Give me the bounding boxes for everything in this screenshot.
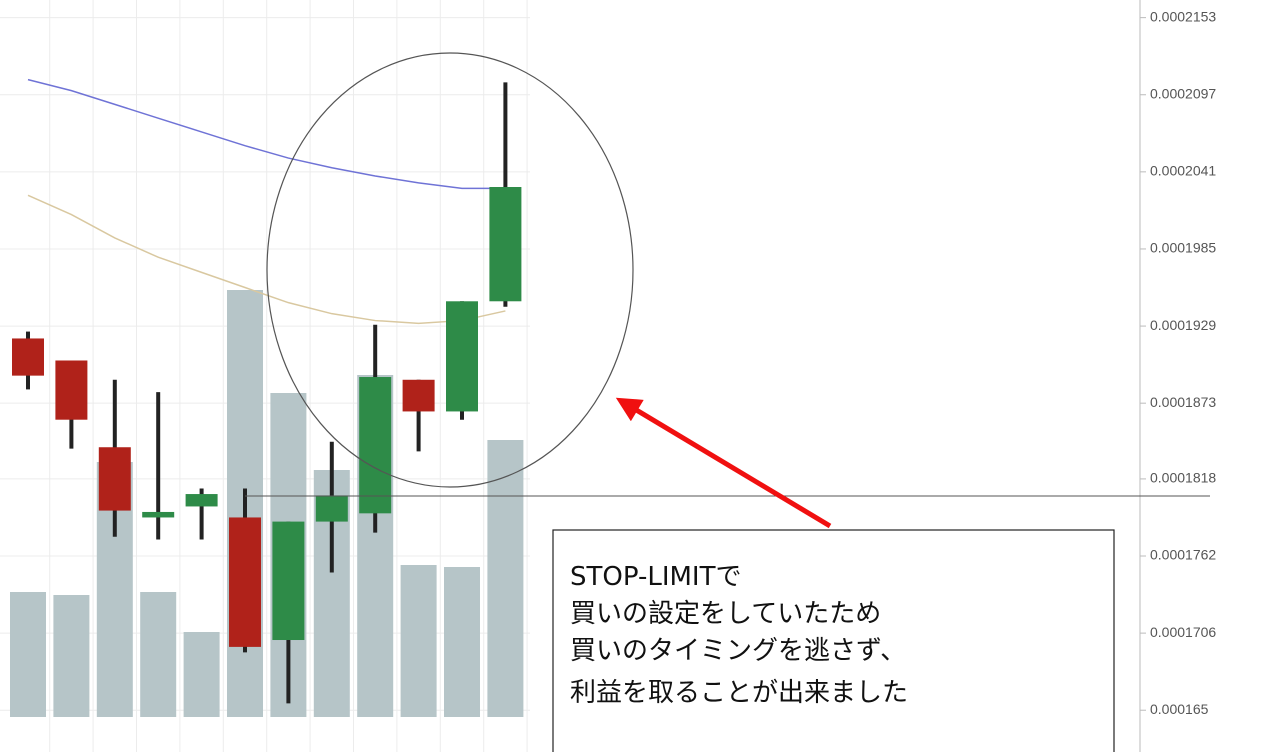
y-tick-label: 0.0001762 [1150,547,1216,563]
candle-body [272,521,305,641]
arrow [615,397,832,529]
volume-bar [140,592,177,717]
highlight-ellipse [266,52,634,488]
candle-body [489,187,522,302]
y-tick-label: 0.0002041 [1150,163,1216,179]
annotation-line: 買いのタイミングを逃さず、 [570,636,906,666]
annotation-box [552,529,1115,752]
volume-bar [183,632,220,717]
annotation-line: 買いの設定をしていたため [570,599,881,629]
candle-body [98,447,131,511]
annotation-line: STOP-LIMITで [570,562,741,592]
candle-body [315,495,348,522]
y-tick-label: 0.0001818 [1150,470,1216,486]
candle-body [402,379,435,412]
y-tick-label: 0.0002097 [1150,85,1216,101]
candle-body [446,301,478,412]
volume-bar [400,565,437,717]
candle-body [185,494,218,507]
y-tick-label: 0.0001873 [1150,394,1216,410]
candle-body [359,377,392,514]
candle-body [142,511,175,518]
y-tick-label: 0.0001706 [1150,624,1216,640]
y-tick-label: 0.0001929 [1150,317,1216,333]
moving-average [27,78,506,190]
candle-body [229,517,261,647]
candle-body [55,360,88,420]
annotation-line: 利益を取ることが出来ました [570,678,908,708]
volume-bar [487,440,524,717]
candle-body [12,338,44,376]
volume-bar [10,592,46,717]
y-tick-label: 0.000165 [1150,701,1209,717]
volume-bar [444,567,480,717]
moving-average [27,194,506,325]
y-tick-label: 0.0001985 [1150,240,1216,256]
volume-bar [53,595,90,717]
y-tick-label: 0.0002153 [1150,8,1216,24]
